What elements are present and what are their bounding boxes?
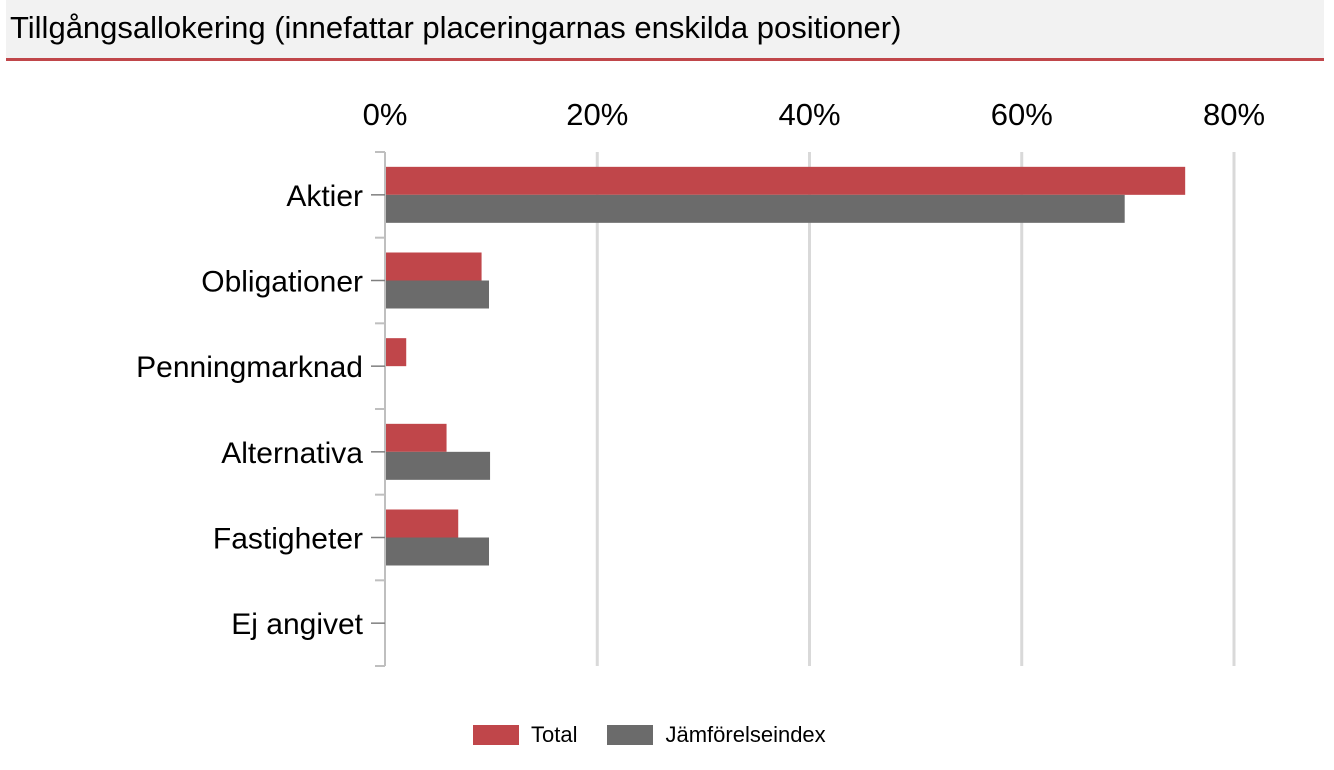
category-label: Alternativa <box>221 437 363 470</box>
bar-index <box>385 194 1125 223</box>
legend-label-index: Jämförelseindex <box>665 722 826 747</box>
bar-total <box>385 166 1186 195</box>
gridlines <box>595 152 1236 666</box>
legend-swatch-index <box>607 725 654 745</box>
legend-label-total: Total <box>531 722 578 747</box>
legend-item-total: Total <box>473 722 577 748</box>
bar-total <box>385 338 407 367</box>
x-tick-label: 20% <box>566 97 628 132</box>
category-label: Fastigheter <box>213 523 363 556</box>
bar-total <box>385 252 482 281</box>
legend-swatch-total <box>473 725 519 745</box>
page-title: Tillgångsallokering (innefattar placerin… <box>10 10 902 45</box>
bar-total <box>385 509 459 538</box>
bar-index <box>385 537 490 566</box>
x-tick-label: 80% <box>1203 97 1265 132</box>
x-tick-label: 0% <box>363 97 408 132</box>
legend: Total Jämförelseindex <box>473 722 856 748</box>
category-label: Ej angivet <box>231 608 363 641</box>
category-label: Obligationer <box>201 266 363 299</box>
chart-header: Tillgångsallokering (innefattar placerin… <box>6 0 1324 61</box>
legend-item-index: Jämförelseindex <box>607 722 826 748</box>
y-axis: Aktier Obligationer Penningmarknad Alternat… <box>136 151 386 667</box>
x-axis-ticks: 0% 20% 40% 60% 80% <box>363 97 1265 132</box>
bars <box>385 166 1186 566</box>
bar-index <box>385 280 490 309</box>
category-label: Aktier <box>286 180 363 213</box>
x-tick-label: 60% <box>991 97 1053 132</box>
category-label: Penningmarknad <box>136 351 363 384</box>
bar-total <box>385 423 447 452</box>
bar-index <box>385 451 491 480</box>
x-tick-label: 40% <box>778 97 840 132</box>
